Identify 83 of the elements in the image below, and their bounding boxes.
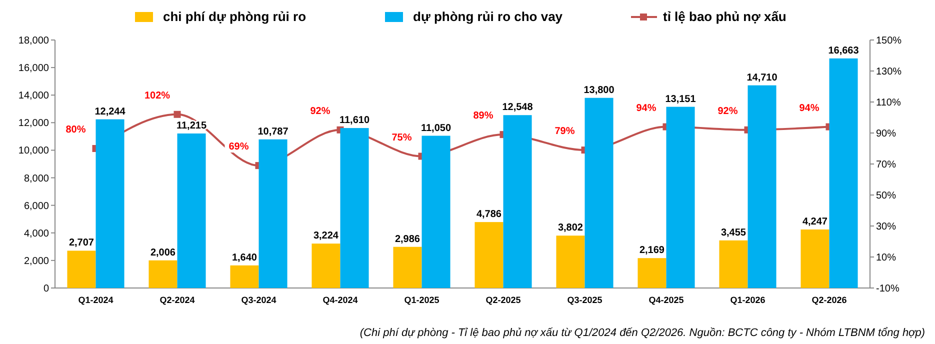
y2-tick-label: 70% — [876, 160, 896, 170]
data-label: 4,247 — [802, 216, 828, 228]
bar — [666, 106, 695, 288]
data-label: 3,802 — [558, 222, 584, 234]
x-tick-label: Q2-2025 — [486, 295, 521, 305]
x-tick-label: Q3-2025 — [567, 295, 602, 305]
data-label: 13,151 — [665, 94, 696, 105]
data-label: 94% — [799, 102, 820, 114]
data-label: 10,787 — [258, 126, 289, 138]
data-label: 11,050 — [420, 122, 452, 134]
y2-tick-label: -10% — [876, 284, 900, 294]
text: (Chi phí dự phòng - Tỉ lệ bao phủ nợ xấu từ Q1/2024 đến Q2/2026. Nguồn: BCTC công ty - Nhóm LTBNM tổng hợp) — [360, 327, 926, 339]
data-label: 75% — [392, 132, 412, 144]
bar — [96, 119, 124, 288]
y2-tick-label: 30% — [876, 222, 896, 232]
x-tick-label: Q4-2025 — [648, 295, 684, 305]
bar — [230, 265, 259, 288]
bar — [258, 139, 288, 288]
data-label: 4,786 — [476, 209, 502, 220]
data-label: 94% — [636, 102, 656, 114]
y-tick-label: 12,000 — [18, 118, 50, 130]
data-label: 92% — [718, 106, 738, 117]
bar — [177, 133, 206, 288]
x-tick-label: Q2-2026 — [812, 295, 847, 305]
bar — [340, 128, 369, 288]
data-label: 89% — [473, 110, 494, 122]
legend-label: tỉ lệ bao phủ nợ xấu — [663, 9, 786, 24]
bar — [474, 222, 504, 288]
data-label: 12,244 — [94, 106, 126, 118]
bar — [719, 240, 748, 288]
data-label: 3,455 — [720, 227, 746, 238]
data-label: 13,800 — [584, 84, 615, 96]
data-label: 80% — [66, 124, 86, 136]
data-label: 1,640 — [232, 252, 258, 264]
data-label: 69% — [228, 142, 249, 153]
data-label: 102% — [144, 90, 170, 102]
data-label: 2,986 — [394, 234, 420, 245]
bar — [800, 229, 830, 288]
bar — [748, 85, 776, 288]
y2-tick-label: 150% — [876, 36, 902, 46]
x-tick-label: Q1-2025 — [404, 295, 440, 305]
x-tick-label: Q2-2024 — [160, 295, 195, 305]
legend-label: dự phòng rủi ro cho vay — [413, 9, 564, 24]
y-tick-label: 0 — [43, 284, 50, 294]
bar — [556, 236, 585, 288]
y-tick-label: 6,000 — [24, 200, 50, 212]
y-tick-label: 8,000 — [24, 173, 50, 184]
bar — [312, 244, 340, 288]
y-tick-label: 2,000 — [24, 256, 50, 267]
y2-tick-label: 130% — [876, 66, 902, 78]
data-label: 79% — [554, 126, 575, 138]
bar — [829, 58, 858, 288]
data-label: 2,707 — [68, 238, 94, 249]
data-label: 14,710 — [746, 72, 778, 84]
data-label: 16,663 — [828, 45, 860, 56]
y2-tick-label: 50% — [876, 190, 896, 202]
x-tick-label: Q4-2024 — [322, 295, 358, 305]
data-label: 11,610 — [339, 115, 370, 126]
y2-tick-label: 10% — [876, 252, 896, 264]
data-label: 12,548 — [502, 102, 534, 114]
y-tick-label: 16,000 — [18, 63, 50, 74]
x-tick-label: Q1-2024 — [78, 295, 114, 305]
data-label: 2,169 — [639, 245, 665, 256]
bar — [67, 250, 96, 288]
x-tick-label: Q1-2026 — [730, 295, 766, 305]
legend-label: chi phí dự phòng rủi ro — [163, 9, 306, 24]
y-tick-label: 14,000 — [18, 90, 50, 102]
y-tick-label: 10,000 — [18, 146, 50, 157]
bar — [148, 260, 178, 288]
data-label: 2,006 — [150, 247, 176, 258]
bar — [584, 98, 614, 288]
data-label: 92% — [310, 106, 330, 117]
y-tick-label: 18,000 — [18, 36, 50, 46]
data-label: 3,224 — [313, 230, 339, 242]
bar — [503, 115, 532, 288]
bar — [638, 258, 666, 288]
y-tick-label: 4,000 — [24, 228, 50, 240]
point — [174, 110, 181, 118]
x-tick-label: Q3-2024 — [241, 295, 276, 305]
bar — [393, 246, 422, 288]
y2-tick-label: 110% — [876, 98, 901, 108]
bar — [422, 136, 450, 288]
y2-tick-label: 90% — [876, 128, 896, 140]
